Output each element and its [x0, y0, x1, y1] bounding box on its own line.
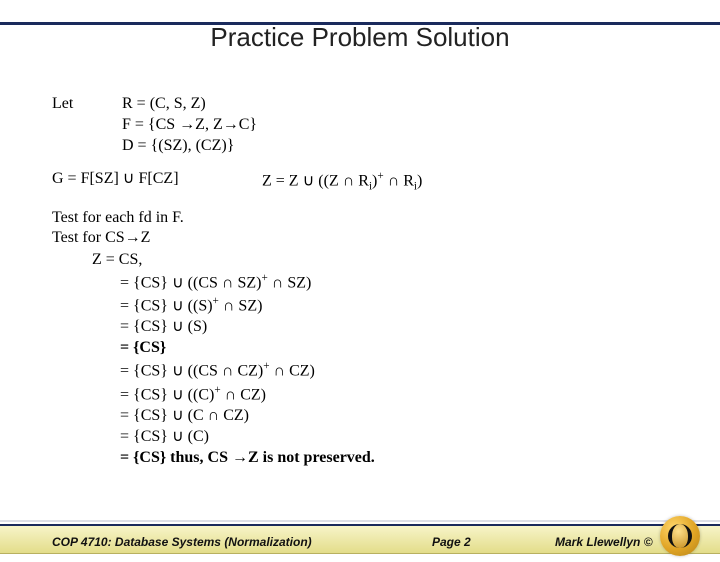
z-eq-p1: Z = Z ∪ ((Z ∩ R	[262, 172, 369, 189]
footer-author: Mark Llewellyn ©	[555, 535, 653, 549]
let-r: R = (C, S, Z)	[122, 94, 257, 114]
step-9-bold: = {CS} thus, CS →Z is not preserved.	[120, 449, 375, 466]
logo-pegasus	[672, 524, 688, 548]
ucf-logo-icon	[660, 516, 700, 556]
z-eq-p3: ∩ R	[384, 172, 414, 189]
step-3: = {CS} ∪ (S)	[92, 317, 690, 337]
z-eq-p4: )	[417, 172, 422, 189]
step-1b: ∩ SZ)	[268, 274, 312, 291]
let-f: F = {CS →Z, Z→C}	[122, 115, 257, 135]
step-0: Z = CS,	[92, 250, 690, 270]
derivation-steps: Z = CS, = {CS} ∪ ((CS ∩ SZ)+ ∩ SZ) = {CS…	[92, 250, 690, 468]
step-2a: = {CS} ∪ ((S)	[120, 297, 213, 314]
footer-upper-line	[0, 520, 720, 522]
step-4-bold: = {CS}	[120, 339, 166, 356]
step-5b: ∩ CZ)	[270, 363, 315, 380]
step-1a: = {CS} ∪ ((CS ∩ SZ)	[120, 274, 261, 291]
top-rule	[0, 22, 720, 25]
let-label: Let	[52, 94, 122, 157]
test-line-2: Test for CS→Z	[52, 228, 690, 248]
g-equation: G = F[SZ] ∪ F[CZ]	[52, 169, 262, 194]
let-lines: R = (C, S, Z) F = {CS →Z, Z→C} D = {(SZ)…	[122, 94, 257, 157]
test-line-1: Test for each fd in F.	[52, 208, 690, 228]
step-9: = {CS} thus, CS →Z is not preserved.	[92, 448, 690, 468]
footer-course: COP 4710: Database Systems (Normalizatio…	[52, 535, 312, 549]
step-5: = {CS} ∪ ((CS ∩ CZ)+ ∩ CZ)	[92, 359, 690, 381]
step-2: = {CS} ∪ ((S)+ ∩ SZ)	[92, 294, 690, 316]
step-4: = {CS}	[92, 338, 690, 358]
step-6b: ∩ CZ)	[221, 386, 266, 403]
step-6a: = {CS} ∪ ((C)	[120, 386, 214, 403]
step-5a: = {CS} ∪ ((CS ∩ CZ)	[120, 363, 263, 380]
test-block: Test for each fd in F. Test for CS→Z Z =…	[52, 208, 690, 468]
step-8: = {CS} ∪ (C)	[92, 427, 690, 447]
let-block: Let R = (C, S, Z) F = {CS →Z, Z→C} D = {…	[52, 94, 690, 157]
step-6: = {CS} ∪ ((C)+ ∩ CZ)	[92, 383, 690, 405]
g-z-row: G = F[SZ] ∪ F[CZ] Z = Z ∪ ((Z ∩ Ri)+ ∩ R…	[52, 169, 690, 194]
footer-page: Page 2	[432, 535, 471, 549]
let-d: D = {(SZ), (CZ)}	[122, 136, 257, 156]
step-2b: ∩ SZ)	[219, 297, 263, 314]
page-title: Practice Problem Solution	[0, 22, 720, 53]
content-area: Let R = (C, S, Z) F = {CS →Z, Z→C} D = {…	[52, 94, 690, 469]
z-equation: Z = Z ∪ ((Z ∩ Ri)+ ∩ Ri)	[262, 169, 422, 194]
step-7: = {CS} ∪ (C ∩ CZ)	[92, 406, 690, 426]
step-1: = {CS} ∪ ((CS ∩ SZ)+ ∩ SZ)	[92, 271, 690, 293]
